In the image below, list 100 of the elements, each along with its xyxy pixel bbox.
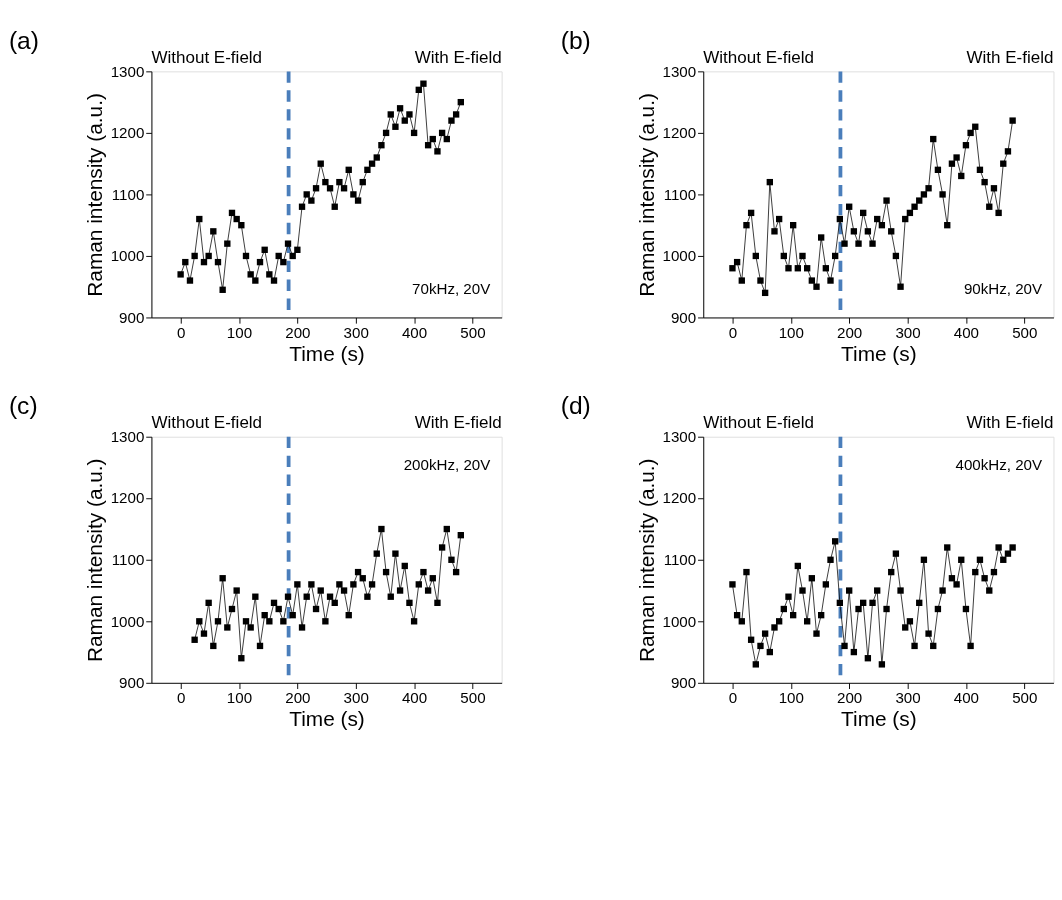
annotation: 70kHz, 20V [412,279,492,297]
point [331,599,338,607]
point [392,550,399,557]
point [275,605,282,613]
x-axis-title: Time (s) [289,341,365,365]
point [415,581,422,588]
point [312,605,320,613]
point [457,532,464,539]
x-tick-label: 0 [728,323,738,341]
point [443,525,450,533]
point [228,605,236,613]
y-tick-label: 1000 [110,612,145,630]
y-tick-label: 1300 [662,427,697,445]
x-tick-label: 400 [401,323,428,341]
point [424,587,432,594]
y-tick-label: 1100 [111,550,145,568]
point [382,568,390,576]
x-tick-label: 500 [1012,689,1038,707]
x-tick-label: 500 [1012,323,1038,341]
point [326,593,334,600]
chart-title: (b) [560,26,591,54]
point [364,593,371,600]
y-tick-label: 900 [670,674,697,692]
text: With E-field [966,413,1054,433]
x-tick-label: 100 [778,689,804,707]
point [410,618,418,625]
text: Without E-field [703,47,814,67]
x-tick-label: 200 [837,323,863,341]
text: Without E-field [151,47,263,67]
y-tick-label: 1100 [111,185,145,203]
x-tick-label: 0 [176,323,186,341]
x-axis-title: Time (s) [289,706,365,730]
point [322,618,329,625]
point [280,618,287,625]
point [270,599,278,607]
point [429,575,436,582]
y-tick-label: 900 [670,308,697,326]
y-tick-label: 1000 [110,247,145,265]
point [205,599,212,607]
point [401,562,408,570]
point [303,593,310,600]
point [266,618,273,625]
point [214,618,222,625]
annotation: 200kHz, 20V [403,455,492,473]
text: Without E-field [151,413,263,433]
point [238,655,245,662]
y-axis-title: Raman intensity (a.u.) [83,93,107,297]
point [452,568,460,576]
x-axis-title: Time (s) [841,706,917,730]
x-tick-label: 200 [837,689,863,707]
point [224,624,231,631]
x-tick-label: 200 [285,323,311,341]
point [420,568,427,576]
x-tick-label: 300 [895,323,921,341]
point [448,556,455,563]
chart-title: (a) [8,26,39,54]
point [396,587,404,594]
text: With E-field [414,47,502,67]
y-axis-title: Raman intensity (a.u.) [634,93,658,297]
point [294,581,301,588]
point [261,611,268,619]
point [252,593,259,600]
point [200,630,208,637]
chart-title: (d) [560,392,591,420]
x-tick-label: 400 [953,689,980,707]
point [434,599,441,607]
point [378,525,385,533]
point [340,587,348,594]
point [298,624,306,631]
y-tick-label: 900 [119,308,145,326]
x-tick-label: 200 [285,689,311,707]
x-tick-label: 500 [460,689,486,707]
x-tick-label: 300 [343,323,369,341]
y-tick-label: 1100 [663,185,697,203]
text: With E-field [414,413,502,433]
x-tick-label: 300 [895,689,921,707]
point [354,568,362,576]
x-tick-label: 100 [226,689,253,707]
y-tick-label: 1300 [110,427,145,445]
x-tick-label: 0 [728,689,738,707]
y-tick-label: 1300 [662,62,697,80]
y-tick-label: 1000 [662,247,697,265]
point [406,599,413,607]
point [387,593,394,600]
point [191,636,198,643]
x-tick-label: 500 [460,323,486,341]
point [308,581,315,588]
y-tick-label: 900 [119,674,145,692]
point [345,611,352,619]
text: With E-field [966,47,1054,67]
point [368,581,376,588]
x-tick-label: 0 [176,689,186,707]
x-tick-label: 100 [226,323,253,341]
x-tick-label: 400 [953,323,980,341]
point [350,581,357,588]
point [242,618,250,625]
y-tick-label: 1200 [662,124,697,142]
point [284,593,292,600]
point [317,587,324,594]
y-axis-title: Raman intensity (a.u.) [83,458,107,663]
